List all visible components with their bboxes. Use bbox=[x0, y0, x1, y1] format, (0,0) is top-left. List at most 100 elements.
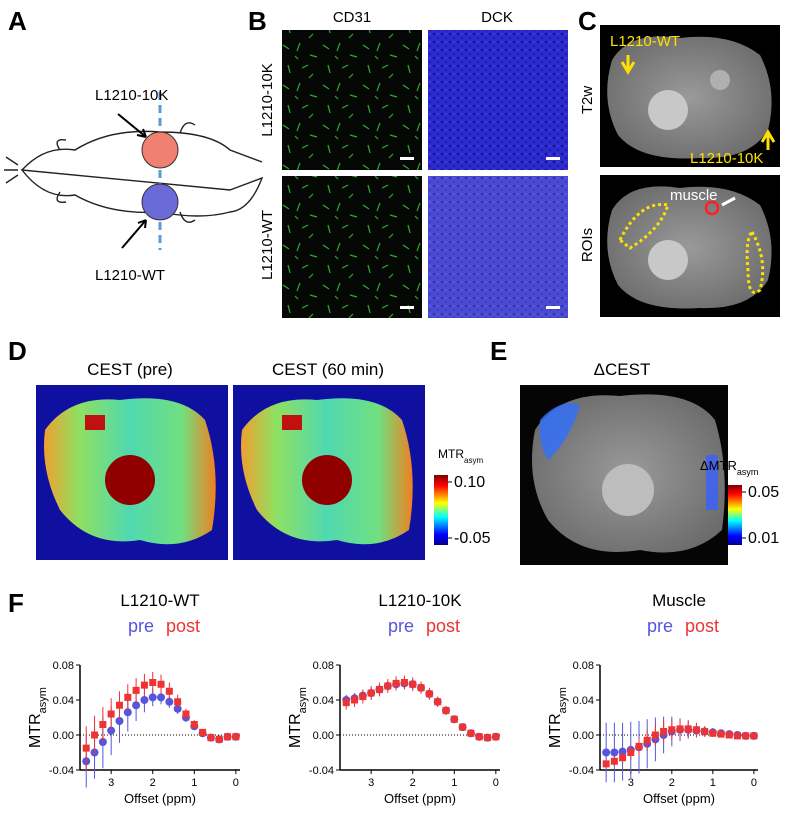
data-point bbox=[400, 679, 408, 686]
delta-cest-map bbox=[520, 385, 742, 565]
column-label: DCK bbox=[481, 9, 513, 26]
y-tick-label: -0.04 bbox=[309, 765, 334, 777]
x-tick-label: 3 bbox=[108, 777, 114, 789]
legend-entry: pre bbox=[128, 616, 154, 636]
x-tick-label: 1 bbox=[710, 777, 716, 789]
data-point bbox=[742, 732, 750, 740]
chart-title: L1210-10K bbox=[378, 591, 462, 610]
map-title: ΔCEST bbox=[594, 360, 651, 379]
data-point bbox=[375, 686, 383, 693]
data-point bbox=[459, 723, 467, 731]
y-tick-label: 0.04 bbox=[313, 695, 334, 707]
data-point bbox=[635, 742, 643, 750]
data-point bbox=[602, 760, 610, 768]
data-point bbox=[434, 698, 442, 706]
panel-label: B bbox=[248, 6, 267, 36]
data-point bbox=[467, 729, 475, 737]
tumor-wt bbox=[141, 183, 179, 221]
annotation: L1210-10K bbox=[690, 150, 763, 167]
cest-maps bbox=[36, 385, 448, 560]
annotation: L1210-WT bbox=[610, 33, 680, 50]
data-point bbox=[692, 726, 700, 734]
row-label: L1210-WT bbox=[259, 210, 276, 280]
x-tick-label: 0 bbox=[233, 777, 239, 789]
data-point bbox=[384, 682, 392, 690]
data-point bbox=[392, 679, 400, 687]
data-point bbox=[165, 687, 173, 695]
data-point bbox=[717, 730, 725, 738]
data-point bbox=[342, 699, 350, 707]
tumor-10k bbox=[141, 131, 179, 169]
data-point bbox=[733, 732, 741, 740]
data-point bbox=[123, 708, 132, 717]
data-point bbox=[409, 680, 417, 688]
data-point bbox=[351, 696, 359, 704]
colorbar: 0.05 0.01 bbox=[742, 484, 779, 547]
data-point bbox=[610, 748, 619, 757]
data-point bbox=[132, 686, 140, 694]
legend-entry: pre bbox=[647, 616, 673, 636]
data-point bbox=[82, 744, 90, 752]
legend-entry: post bbox=[426, 616, 460, 636]
data-point bbox=[359, 693, 367, 700]
x-tick-label: 1 bbox=[191, 777, 197, 789]
y-axis-label: MTRasym bbox=[287, 687, 309, 748]
row-label: ROIs bbox=[579, 228, 596, 262]
data-point bbox=[610, 757, 618, 765]
data-point bbox=[425, 690, 433, 698]
colorbar-label: MTRasym bbox=[438, 447, 483, 465]
legend-entry: post bbox=[166, 616, 200, 636]
panel-label: E bbox=[490, 336, 507, 366]
data-point bbox=[157, 680, 165, 688]
panel-label: C bbox=[578, 6, 597, 36]
data-point bbox=[492, 733, 500, 741]
data-point bbox=[668, 726, 676, 734]
chart-title: L1210-WT bbox=[120, 591, 199, 610]
y-axis-label-sub: asym bbox=[37, 687, 49, 713]
data-point bbox=[619, 754, 627, 762]
data-point bbox=[484, 734, 492, 742]
site-label: L1210-10K bbox=[95, 87, 168, 104]
data-point bbox=[148, 693, 157, 702]
data-point bbox=[367, 689, 375, 697]
mouse-drawing bbox=[4, 122, 264, 223]
legend-entry: pre bbox=[388, 616, 414, 636]
data-point bbox=[107, 710, 115, 718]
data-point bbox=[199, 728, 207, 736]
x-tick-label: 0 bbox=[751, 777, 757, 789]
data-point bbox=[140, 681, 148, 689]
y-tick-label: 0.08 bbox=[53, 660, 74, 672]
x-tick-label: 0 bbox=[493, 777, 499, 789]
data-point bbox=[224, 733, 232, 741]
y-tick-label: 0.00 bbox=[313, 730, 334, 742]
data-point bbox=[651, 731, 659, 739]
row-label: T2w bbox=[579, 86, 596, 115]
data-point bbox=[215, 735, 223, 743]
data-point bbox=[124, 693, 132, 701]
y-axis-label-sub: asym bbox=[297, 687, 309, 713]
data-point bbox=[725, 731, 733, 739]
data-point bbox=[174, 698, 182, 706]
colorbar-tick-label: 0.05 bbox=[748, 484, 779, 501]
data-point bbox=[475, 733, 483, 741]
data-point bbox=[602, 748, 611, 757]
y-axis-label: MTRasym bbox=[27, 687, 49, 748]
chart-title: Muscle bbox=[652, 591, 706, 610]
x-axis-label: Offset (ppm) bbox=[643, 791, 715, 806]
data-point bbox=[627, 749, 635, 756]
y-axis-label-main: MTR bbox=[27, 713, 44, 748]
column-label: CD31 bbox=[333, 9, 371, 26]
data-point bbox=[701, 728, 709, 735]
colorbar-tick-label: 0.01 bbox=[748, 530, 779, 547]
data-point bbox=[140, 696, 149, 704]
data-point bbox=[99, 721, 107, 728]
row-label: L1210-10K bbox=[259, 63, 276, 136]
data-point bbox=[115, 701, 123, 709]
y-tick-label: 0.04 bbox=[53, 695, 74, 707]
data-point bbox=[91, 731, 99, 739]
site-label: L1210-WT bbox=[95, 267, 165, 284]
y-tick-label: 0.00 bbox=[573, 730, 594, 742]
data-point bbox=[684, 725, 692, 733]
panel-label: F bbox=[8, 588, 24, 618]
